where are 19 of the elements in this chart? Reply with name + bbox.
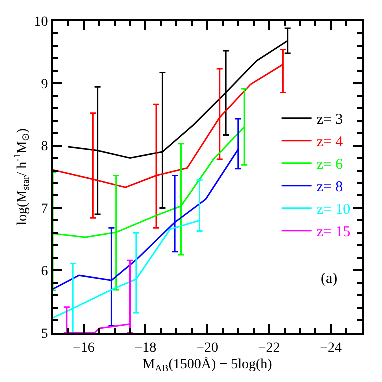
- legend-label: z= 3: [316, 112, 344, 128]
- y-tick-label: 5: [41, 326, 48, 342]
- y-tick-label: 10: [34, 14, 48, 30]
- legend-label: z= 10: [316, 202, 351, 218]
- legend-label: z= 8: [316, 180, 344, 196]
- legend-label: z= 6: [316, 157, 344, 174]
- x-axis-title: M$_{AB}$(1500Å) − 5log(h): [142, 356, 273, 375]
- x-tick-label: −24: [320, 340, 342, 356]
- legend-label: z= 15: [316, 224, 351, 241]
- y-tick-label: 6: [41, 264, 48, 280]
- y-tick-label: 7: [41, 202, 48, 218]
- y-tick-label: 9: [41, 77, 48, 92]
- x-tick-label: −20: [196, 340, 218, 356]
- annotation: (a): [321, 271, 338, 287]
- y-tick-label: 8: [41, 140, 48, 155]
- x-tick-label: −22: [258, 340, 280, 356]
- legend-label: z= 4: [316, 134, 344, 151]
- x-tick-label: −18: [134, 340, 157, 356]
- x-tick-label: −16: [72, 340, 95, 356]
